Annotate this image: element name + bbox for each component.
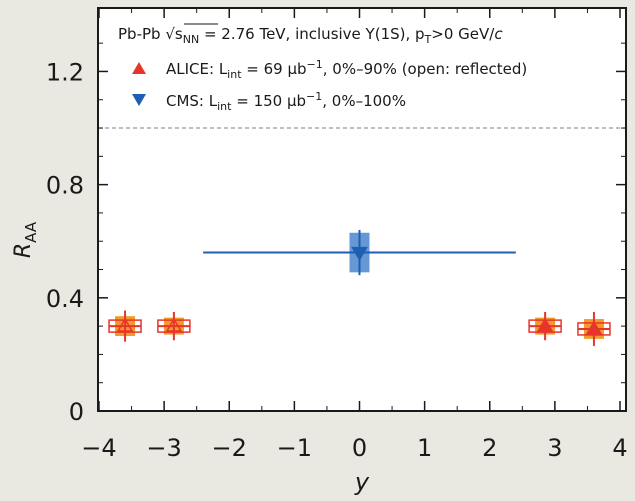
plot-annotation: Pb-Pb √sNN = 2.76 TeV, inclusive Υ(1S), … [118,25,503,46]
alice-data-point [536,317,554,332]
legend-marker-alice [132,62,146,74]
alice-data-point [116,317,134,332]
y-axis: 0 0.4 0.8 1.2 [46,42,626,426]
legend-marker-cms [132,94,146,106]
x-axis-label: y [354,468,370,496]
x-tick-label: −1 [277,434,312,462]
legend-label-alice: ALICE: Lint = 69 μb−1, 0%–90% (open: ref… [166,58,527,81]
x-tick-label: 4 [612,434,627,462]
x-tick-label: −2 [212,434,247,462]
y-tick-label: 0.8 [46,172,84,200]
y-axis-label: RAA [11,221,40,258]
x-tick-label: 0 [352,434,367,462]
x-tick-label: 3 [547,434,562,462]
y-tick-label: 0 [69,398,84,426]
cms-data-point [351,246,368,262]
y-tick-label: 1.2 [46,58,84,86]
x-tick-label: −4 [81,434,116,462]
alice-data-point [585,320,603,335]
x-tick-label: −3 [146,434,181,462]
plot-background [98,8,626,411]
x-tick-label: 2 [482,434,497,462]
x-axis: −4 −3 −2 −1 0 1 2 3 4 [81,8,628,462]
legend-label-cms: CMS: Lint = 150 μb−1, 0%–100% [166,90,406,113]
legend: ALICE: Lint = 69 μb−1, 0%–90% (open: ref… [132,58,527,113]
plot-frame [97,7,627,412]
x-tick-label: 1 [417,434,432,462]
y-tick-label: 0.4 [46,285,84,313]
alice-data-point [165,317,183,332]
data-marks [108,229,611,346]
